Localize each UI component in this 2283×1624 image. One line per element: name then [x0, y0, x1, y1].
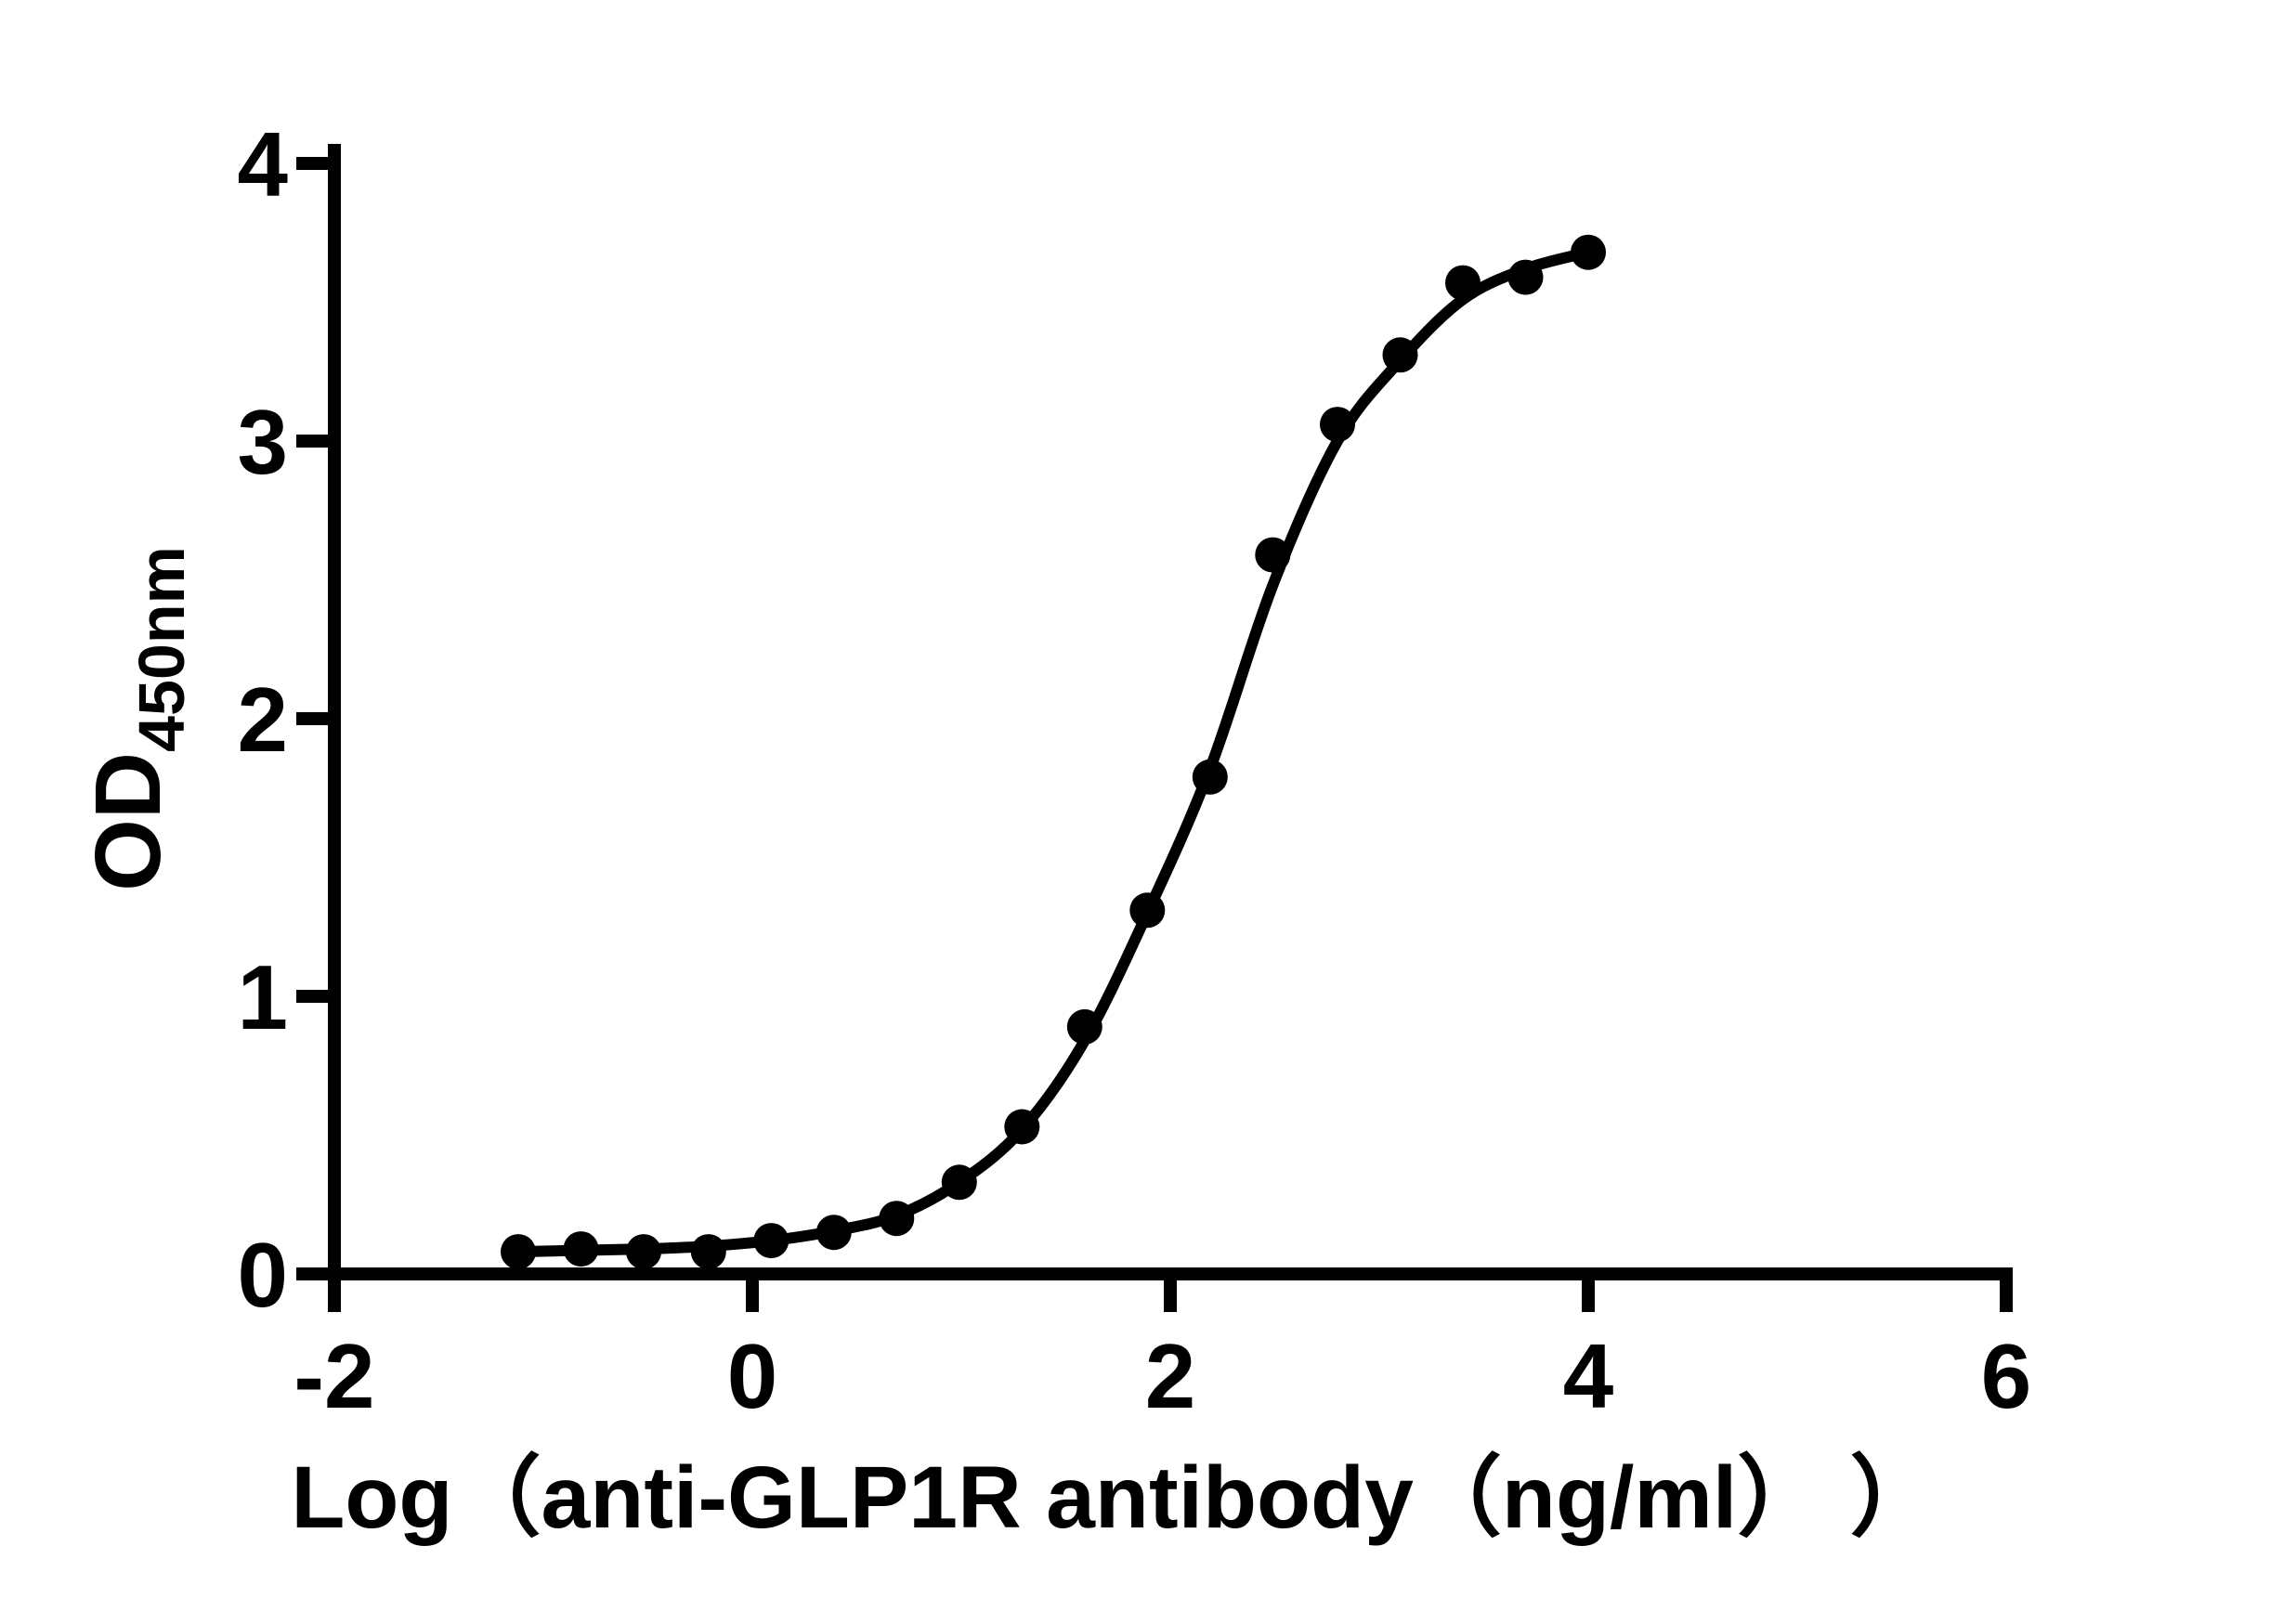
x-tick-label: 4	[1563, 1325, 1614, 1427]
axes	[328, 144, 2013, 1280]
y-tick-label: 1	[237, 946, 288, 1048]
data-point	[1255, 537, 1291, 573]
x-tick-label: 2	[1145, 1325, 1196, 1427]
data-point	[1004, 1109, 1040, 1145]
data-point	[1129, 892, 1166, 929]
data-points	[501, 234, 1606, 1270]
y-tick-label: 0	[237, 1224, 288, 1326]
x-tick-label: -2	[294, 1325, 374, 1427]
data-point	[563, 1231, 599, 1267]
fit-curve-path	[513, 246, 1594, 1258]
data-point	[690, 1234, 726, 1270]
y-tick-label: 3	[237, 391, 288, 493]
y-tick-label: 4	[237, 113, 288, 215]
data-point	[1571, 234, 1606, 270]
data-point	[1192, 759, 1228, 795]
data-point	[1507, 259, 1544, 295]
data-point	[1382, 337, 1418, 373]
fit-curve	[513, 246, 1594, 1258]
data-point	[501, 1234, 536, 1270]
data-point	[753, 1223, 789, 1259]
y-axis-tick-labels: 0 1 2 3 4	[237, 113, 288, 1326]
x-axis-tick-labels: -2 0 2 4 6	[294, 1325, 2031, 1427]
data-point	[1320, 407, 1355, 443]
data-point	[626, 1234, 661, 1270]
data-point	[1445, 265, 1481, 301]
data-point	[941, 1164, 977, 1201]
y-axis-ticks	[296, 157, 334, 1280]
data-point	[1066, 1008, 1102, 1045]
data-point	[815, 1215, 852, 1251]
x-axis-title: Log（anti-GLP1R antibody（ng/ml） ）	[291, 1449, 1937, 1547]
y-axis-title-main: OD	[76, 752, 180, 891]
x-tick-label: 6	[1981, 1325, 2032, 1427]
data-point	[879, 1201, 915, 1237]
x-tick-label: 0	[727, 1325, 778, 1427]
y-axis-title-subscript: 450nm	[125, 546, 198, 752]
y-axis-title: OD450nm	[76, 546, 198, 891]
y-tick-label: 2	[237, 669, 288, 771]
